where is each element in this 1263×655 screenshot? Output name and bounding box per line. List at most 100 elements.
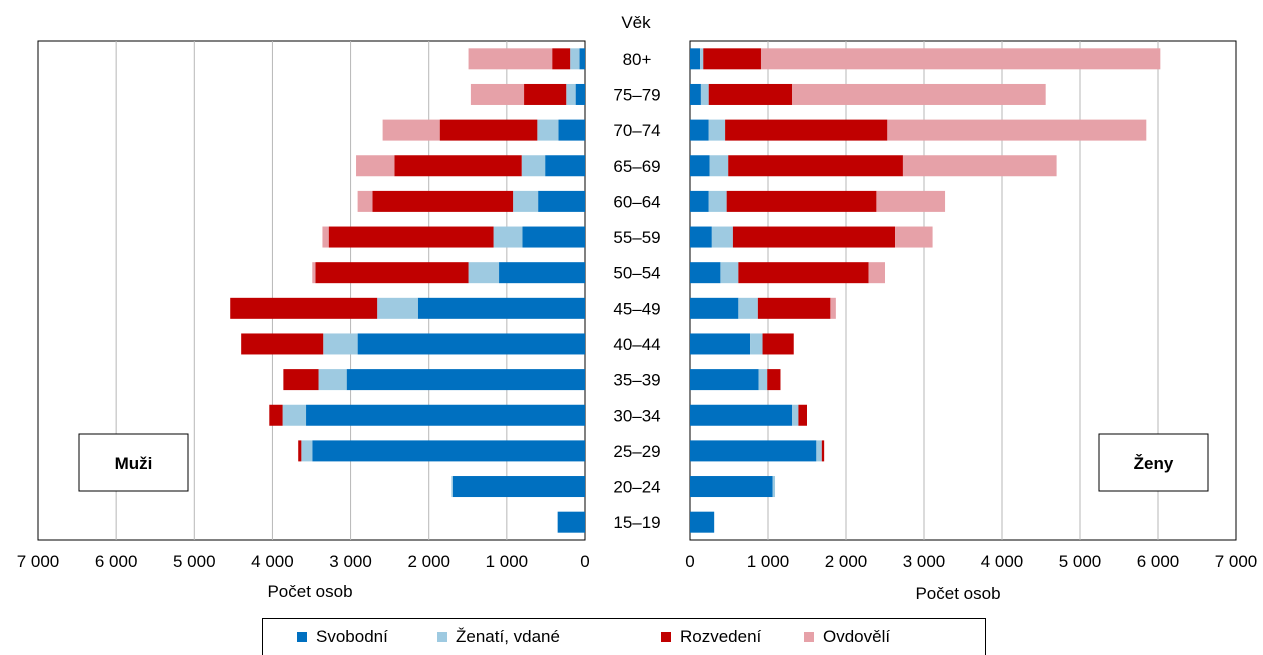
bar-right-svobodni-55-59 — [690, 226, 712, 248]
left-tick-label: 7 000 — [17, 552, 60, 571]
right-tick-label: 5 000 — [1059, 552, 1102, 571]
category-axis-title: Věk — [621, 13, 651, 32]
right-panel-name-box — [1098, 433, 1209, 492]
legend-label-svobodni: Svobodní — [316, 627, 388, 646]
bar-right-rozvedeni-45-49 — [757, 297, 831, 319]
bar-right-rozvedeni-75-79 — [708, 83, 793, 105]
bar-left-svobodni-15-19 — [557, 511, 585, 533]
bar-right-svobodni-20-24 — [690, 476, 773, 498]
bar-right-ovdoveli-50-54 — [868, 262, 885, 284]
legend-label-zenati-vdane: Ženatí, vdané — [456, 627, 560, 646]
legend-item-zenati-vdane: Ženatí, vdané — [437, 627, 560, 647]
bar-left-zenati-vdane-25-29 — [301, 440, 313, 462]
bar-left-zenati-vdane-20-24 — [451, 476, 453, 498]
age-label-75-79: 75–79 — [613, 85, 660, 104]
bar-right-svobodni-50-54 — [690, 262, 721, 284]
bar-left-zenati-vdane-60-64 — [513, 190, 539, 212]
right-panel-name: Ženy — [1134, 454, 1174, 473]
bar-right-svobodni-45-49 — [690, 297, 739, 319]
bar-right-zenati-vdane-20-24 — [772, 476, 776, 498]
bar-left-ovdoveli-50-54 — [312, 262, 316, 284]
right-tick-label: 2 000 — [825, 552, 868, 571]
bar-right-rozvedeni-60-64 — [726, 190, 877, 212]
bar-left-ovdoveli-80 — [468, 48, 553, 70]
bar-right-zenati-vdane-30-34 — [792, 404, 799, 426]
bar-right-svobodni-70-74 — [690, 119, 709, 141]
bar-right-svobodni-25-29 — [690, 440, 817, 462]
bar-left-rozvedeni-55-59 — [328, 226, 494, 248]
legend-item-ovdoveli: Ovdovělí — [804, 627, 890, 647]
legend-label-rozvedeni: Rozvedení — [680, 627, 762, 646]
bar-left-svobodni-70-74 — [558, 119, 585, 141]
right-tick-label: 4 000 — [981, 552, 1024, 571]
bar-left-ovdoveli-75-79 — [470, 83, 525, 105]
bar-left-svobodni-35-39 — [346, 369, 585, 391]
bar-right-svobodni-35-39 — [690, 369, 759, 391]
bar-right-zenati-vdane-35-39 — [758, 369, 768, 391]
bar-left-svobodni-40-44 — [357, 333, 585, 355]
bar-left-svobodni-75-79 — [575, 83, 585, 105]
bar-left-zenati-vdane-35-39 — [318, 369, 347, 391]
bar-left-svobodni-60-64 — [538, 190, 585, 212]
bar-right-rozvedeni-35-39 — [767, 369, 781, 391]
legend-label-ovdoveli: Ovdovělí — [823, 627, 891, 646]
age-label-60-64: 60–64 — [613, 192, 660, 211]
age-label-35-39: 35–39 — [613, 371, 660, 390]
left-tick-label: 5 000 — [173, 552, 216, 571]
right-tick-label: 1 000 — [747, 552, 790, 571]
pyramid-chart: 0 1 000 2 000 3 000 4 000 5 000 6 000 7 000 Muži… — [17, 13, 1258, 603]
bar-left-svobodni-65-69 — [545, 155, 585, 177]
bar-left-svobodni-30-34 — [306, 404, 585, 426]
right-tick-label: 6 000 — [1137, 552, 1180, 571]
bar-left-zenati-vdane-75-79 — [566, 83, 576, 105]
bar-right-zenati-vdane-25-29 — [816, 440, 822, 462]
left-tick-label: 2 000 — [407, 552, 450, 571]
right-x-axis-label: Počet osob — [915, 584, 1000, 603]
left-panel-name-box — [78, 433, 189, 492]
bar-right-zenati-vdane-75-79 — [700, 83, 709, 105]
bar-left-svobodni-80 — [579, 48, 585, 70]
left-tick-label: 4 000 — [251, 552, 294, 571]
left-panel-male: 0 1 000 2 000 3 000 4 000 5 000 6 000 7 000 Muži — [17, 40, 590, 571]
bar-right-rozvedeni-30-34 — [798, 404, 807, 426]
age-label-20-24: 20–24 — [613, 478, 660, 497]
bar-left-rozvedeni-50-54 — [315, 262, 469, 284]
legend-swatch-rozvedeni — [661, 632, 671, 642]
bar-left-rozvedeni-30-34 — [269, 404, 283, 426]
bar-right-svobodni-15-19 — [690, 511, 715, 533]
age-label-30-34: 30–34 — [613, 406, 660, 425]
right-tick-label: 3 000 — [903, 552, 946, 571]
bar-left-rozvedeni-35-39 — [283, 369, 319, 391]
bar-left-rozvedeni-80 — [552, 48, 571, 70]
age-label-40-44: 40–44 — [613, 335, 660, 354]
left-x-axis-label: Počet osob — [267, 582, 352, 601]
bar-left-ovdoveli-55-59 — [322, 226, 329, 248]
bar-left-rozvedeni-25-29 — [298, 440, 302, 462]
bar-left-svobodni-55-59 — [522, 226, 585, 248]
bar-right-rozvedeni-65-69 — [728, 155, 903, 177]
left-tick-label: 1 000 — [486, 552, 529, 571]
bar-right-svobodni-65-69 — [690, 155, 710, 177]
legend-item-rozvedeni: Rozvedení — [661, 627, 761, 647]
age-label-70-74: 70–74 — [613, 121, 660, 140]
bar-right-ovdoveli-65-69 — [902, 155, 1057, 177]
bar-left-svobodni-25-29 — [312, 440, 585, 462]
age-label-80: 80+ — [623, 50, 652, 69]
bar-left-ovdoveli-65-69 — [356, 155, 395, 177]
bar-right-svobodni-40-44 — [690, 333, 751, 355]
legend-item-svobodni: Svobodní — [297, 627, 388, 647]
bar-right-zenati-vdane-70-74 — [708, 119, 726, 141]
bar-left-zenati-vdane-40-44 — [323, 333, 358, 355]
right-panel-female: 0 1 000 2 000 3 000 4 000 5 000 6 000 7 000 Ženy — [685, 40, 1257, 571]
age-label-50-54: 50–54 — [613, 264, 660, 283]
age-label-45-49: 45–49 — [613, 299, 660, 318]
legend-swatch-svobodni — [297, 632, 307, 642]
bar-right-ovdoveli-80 — [760, 48, 1161, 70]
bar-right-rozvedeni-55-59 — [732, 226, 896, 248]
bar-right-rozvedeni-80 — [703, 48, 761, 70]
bar-right-svobodni-30-34 — [690, 404, 793, 426]
legend-swatch-zenati-vdane — [437, 632, 447, 642]
bar-right-svobodni-75-79 — [690, 83, 701, 105]
bar-right-ovdoveli-70-74 — [887, 119, 1147, 141]
bar-right-rozvedeni-50-54 — [738, 262, 869, 284]
